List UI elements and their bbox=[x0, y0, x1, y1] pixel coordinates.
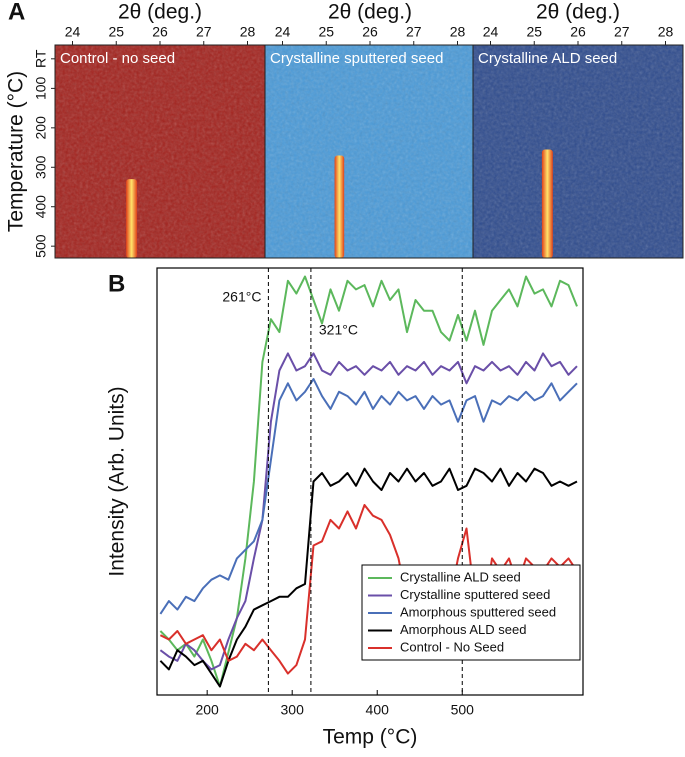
y-tick-label: 200 bbox=[33, 116, 49, 140]
x-tick-label: 400 bbox=[366, 702, 390, 718]
x-tick-label: 27 bbox=[196, 24, 212, 40]
panel-title: Crystalline ALD seed bbox=[478, 50, 617, 67]
panel-letter: B bbox=[108, 270, 125, 297]
x-axis-label: 2θ (deg.) bbox=[118, 1, 202, 24]
panel-title: Crystalline sputtered seed bbox=[270, 50, 443, 67]
x-tick-label: 26 bbox=[152, 24, 168, 40]
annotation: 261°C bbox=[222, 289, 261, 305]
x-axis-label: 2θ (deg.) bbox=[536, 1, 620, 24]
x-tick-label: 28 bbox=[240, 24, 256, 40]
y-tick-label: RT bbox=[33, 49, 49, 68]
legend-label: Crystalline sputtered seed bbox=[400, 587, 550, 602]
series-line bbox=[159, 352, 578, 671]
legend-label: Crystalline ALD seed bbox=[400, 569, 521, 584]
y-tick-label: 400 bbox=[33, 195, 49, 219]
x-tick-label: 24 bbox=[65, 24, 81, 40]
legend-box bbox=[361, 564, 581, 661]
series-line bbox=[159, 467, 578, 688]
x-tick-label: 25 bbox=[108, 24, 124, 40]
x-tick-label: 25 bbox=[526, 24, 542, 40]
x-tick-label: 24 bbox=[483, 24, 499, 40]
annotation: 321°C bbox=[319, 322, 358, 338]
x-axis-label: Temp (°C) bbox=[323, 726, 418, 749]
heatmap-noise bbox=[265, 45, 475, 258]
diffraction-peak bbox=[126, 179, 138, 258]
y-tick-label: 500 bbox=[33, 234, 49, 258]
series-line bbox=[159, 504, 578, 675]
x-tick-label: 24 bbox=[275, 24, 291, 40]
series-line bbox=[159, 378, 578, 615]
plot-frame bbox=[156, 267, 584, 696]
y-tick-label: 300 bbox=[33, 155, 49, 179]
y-tick-label: 100 bbox=[33, 76, 49, 100]
x-tick-label: 28 bbox=[658, 24, 674, 40]
diffraction-peak bbox=[334, 155, 345, 258]
x-tick-label: 200 bbox=[195, 702, 219, 718]
series-line bbox=[159, 275, 578, 688]
x-tick-label: 27 bbox=[406, 24, 422, 40]
x-tick-label: 26 bbox=[570, 24, 586, 40]
legend-label: Amorphous sputtered seed bbox=[400, 604, 556, 619]
panel-letter: A bbox=[8, 0, 25, 25]
x-axis-label: 2θ (deg.) bbox=[328, 1, 412, 24]
x-tick-label: 27 bbox=[614, 24, 630, 40]
x-tick-label: 300 bbox=[281, 702, 305, 718]
panel-title: Control - no seed bbox=[60, 50, 175, 67]
x-tick-label: 500 bbox=[451, 702, 475, 718]
legend-label: Control - No Seed bbox=[400, 639, 504, 654]
legend-label: Amorphous ALD seed bbox=[400, 622, 526, 637]
diffraction-peak bbox=[541, 149, 553, 258]
x-tick-label: 25 bbox=[318, 24, 334, 40]
heatmap-noise bbox=[55, 45, 265, 258]
x-tick-label: 28 bbox=[450, 24, 466, 40]
x-tick-label: 26 bbox=[362, 24, 378, 40]
y-axis-label: Temperature (°C) bbox=[5, 71, 28, 232]
y-axis-label: Intensity (Arb. Units) bbox=[106, 386, 129, 576]
heatmap-noise bbox=[473, 45, 683, 258]
